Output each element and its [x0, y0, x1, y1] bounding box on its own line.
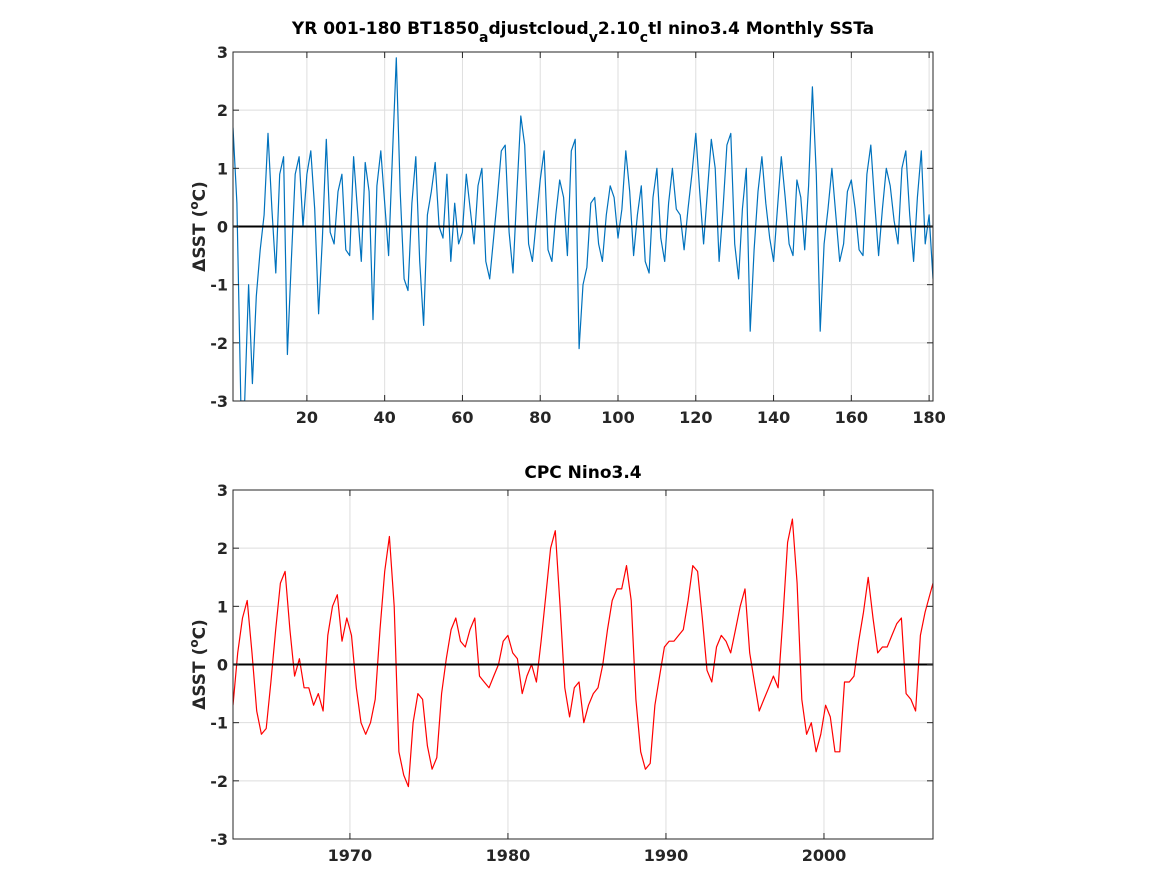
y-tick-label: 2: [217, 101, 228, 120]
chart-title: CPC Nino3.4: [524, 463, 641, 483]
y-tick-label: -1: [210, 276, 228, 295]
y-tick-label: 1: [217, 159, 228, 178]
x-tick-label: 80: [529, 408, 551, 427]
y-tick-label: -1: [210, 714, 228, 733]
y-tick-label: 3: [217, 481, 228, 500]
y-tick-label: -3: [210, 392, 228, 411]
y-tick-label: 0: [217, 656, 228, 675]
y-tick-label: 0: [217, 218, 228, 237]
x-tick-label: 20: [296, 408, 318, 427]
x-tick-label: 1980: [486, 846, 531, 865]
x-tick-label: 40: [374, 408, 396, 427]
x-tick-label: 100: [601, 408, 634, 427]
series-line: [233, 57, 933, 401]
y-tick-label: -2: [210, 772, 228, 791]
y-tick-label: 3: [217, 43, 228, 62]
y-axis-label: ΔSST (oC): [187, 619, 210, 710]
x-tick-label: 140: [757, 408, 790, 427]
x-tick-label: 120: [679, 408, 712, 427]
y-axis-label: ΔSST (oC): [187, 181, 210, 272]
x-tick-label: 60: [451, 408, 473, 427]
y-tick-label: -2: [210, 334, 228, 353]
x-tick-label: 2000: [802, 846, 847, 865]
y-tick-label: -3: [210, 830, 228, 849]
chart-panel-top: 20 40 60 80 100 120 140 160 180 -3 -2 -1 0 1 2 3 YR 001-…: [187, 19, 946, 427]
x-tick-label: 160: [835, 408, 868, 427]
y-tick-label: 1: [217, 597, 228, 616]
x-tick-label: 1970: [328, 846, 373, 865]
x-tick-label: 180: [912, 408, 945, 427]
y-tick-label: 2: [217, 539, 228, 558]
chart-panel-bottom: 1970 1980 1990 2000 -3 -2 -1 0 1 2 3 CPC Nino3.4 ΔSS…: [187, 463, 934, 865]
chart-title: YR 001-180 BT1850adjustcloudv2.10ctl nin…: [291, 19, 874, 46]
series-line: [233, 518, 933, 788]
x-tick-label: 1990: [644, 846, 689, 865]
